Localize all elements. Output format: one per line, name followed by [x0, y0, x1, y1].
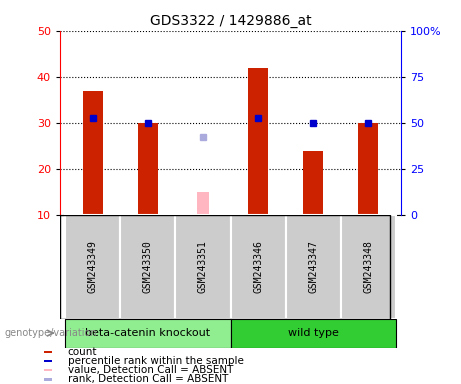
Bar — [44, 378, 52, 381]
Bar — [341, 215, 396, 319]
Text: GSM243346: GSM243346 — [253, 240, 263, 293]
Bar — [230, 215, 285, 319]
Text: percentile rank within the sample: percentile rank within the sample — [68, 356, 244, 366]
Title: GDS3322 / 1429886_at: GDS3322 / 1429886_at — [150, 14, 311, 28]
Text: GSM243349: GSM243349 — [88, 240, 98, 293]
Text: GSM243351: GSM243351 — [198, 240, 208, 293]
Text: GSM243350: GSM243350 — [143, 240, 153, 293]
Bar — [83, 91, 103, 215]
Bar — [197, 192, 209, 215]
Bar — [120, 215, 176, 319]
Bar — [138, 123, 158, 215]
Bar — [44, 369, 52, 371]
Bar — [285, 215, 341, 319]
Text: GSM243348: GSM243348 — [363, 240, 373, 293]
Text: value, Detection Call = ABSENT: value, Detection Call = ABSENT — [68, 365, 233, 375]
Text: rank, Detection Call = ABSENT: rank, Detection Call = ABSENT — [68, 374, 228, 384]
Bar — [303, 151, 323, 215]
Text: beta-catenin knockout: beta-catenin knockout — [85, 328, 211, 338]
Bar — [44, 351, 52, 353]
Text: count: count — [68, 347, 97, 357]
Bar — [248, 68, 268, 215]
Bar — [359, 123, 378, 215]
Bar — [65, 319, 230, 348]
Bar — [65, 215, 120, 319]
Text: GSM243347: GSM243347 — [308, 240, 318, 293]
Text: genotype/variation: genotype/variation — [5, 328, 97, 338]
Text: wild type: wild type — [288, 328, 338, 338]
Bar — [44, 360, 52, 362]
Bar — [176, 215, 230, 319]
Bar — [230, 319, 396, 348]
